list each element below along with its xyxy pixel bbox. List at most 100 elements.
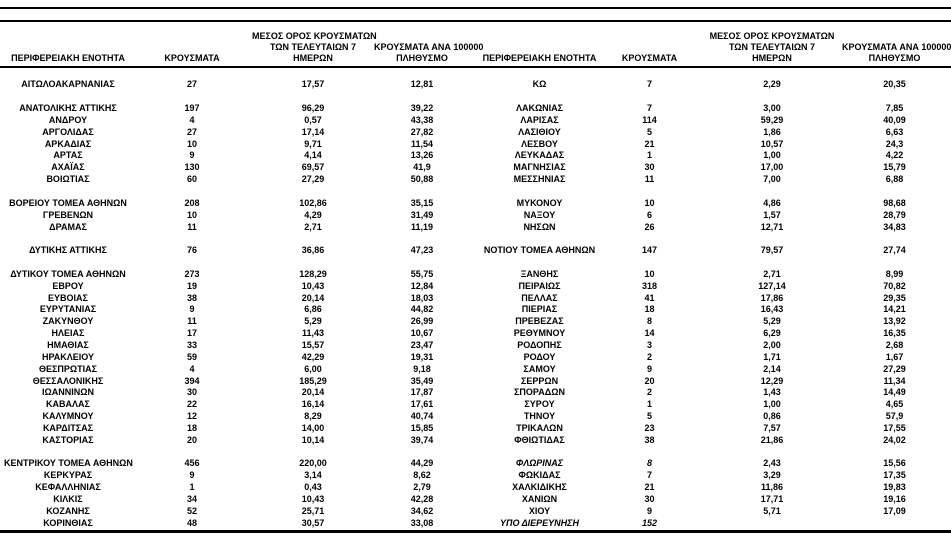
region-name: ΚΑΒΑΛΑΣ bbox=[46, 399, 90, 410]
avg7-value: 7,57 bbox=[763, 422, 781, 433]
cases-value: 17 bbox=[186, 328, 197, 339]
region-name: ΔΡΑΜΑΣ bbox=[49, 221, 87, 232]
cases-value: 3 bbox=[646, 339, 652, 350]
per100k-value: 40,09 bbox=[883, 114, 906, 125]
table-row: ΘΕΣΠΡΩΤΙΑΣ 4 6,00 9,18 bbox=[4, 363, 470, 375]
avg7-value: 127,14 bbox=[758, 280, 786, 291]
per100k-value: 50,88 bbox=[410, 174, 434, 185]
per100k-value: 39,22 bbox=[410, 103, 434, 114]
table-row: ΛΕΥΚΑΔΑΣ 1 1,00 4,22 bbox=[482, 150, 947, 162]
avg7-value: 0,43 bbox=[304, 482, 322, 493]
region-name: ΥΠΟ ΔΙΕΡΕΥΝΗΣΗ bbox=[500, 517, 579, 528]
avg7-value: 4,14 bbox=[304, 150, 322, 161]
column-header-per100k: ΚΡΟΥΣΜΑΤΑ ΑΝΑ 100000 ΠΛΗΘΥΣΜΟ bbox=[842, 42, 951, 64]
column-header-avg7-line3: ΗΜΕΡΩΝ bbox=[293, 53, 333, 63]
table-row: ΠΕΙΡΑΙΩΣ 318 127,14 70,82 bbox=[482, 280, 947, 292]
column-header-region-label: ΠΕΡΙΦΕΡΕΙΑΚΗ ΕΝΟΤΗΤΑ bbox=[482, 53, 597, 63]
per100k-value: 13,92 bbox=[883, 316, 906, 327]
cases-value: 5 bbox=[646, 411, 652, 422]
column-header-region-label: ΠΕΡΙΦΕΡΕΙΑΚΗ ΕΝΟΤΗΤΑ bbox=[11, 53, 125, 63]
avg7-value: 20,14 bbox=[301, 387, 325, 398]
per100k-value: 4,65 bbox=[885, 399, 904, 410]
table-row: ΔΡΑΜΑΣ 11 2,71 11,19 bbox=[4, 221, 470, 233]
table-header-left: ΠΕΡΙΦΕΡΕΙΑΚΗ ΕΝΟΤΗΤΑ ΚΡΟΥΣΜΑΤΑ ΜΕΣΟΣ ΟΡΟ… bbox=[4, 22, 484, 64]
table-row: ΣΕΡΡΩΝ 20 12,29 11,34 bbox=[482, 375, 947, 387]
column-header-avg7-line1: ΜΕΣΟΣ ΟΡΟΣ ΚΡΟΥΣΜΑΤΩΝ bbox=[709, 31, 835, 41]
region-name: ΜΕΣΣΗΝΙΑΣ bbox=[513, 174, 566, 185]
cases-value: 2 bbox=[646, 351, 652, 362]
table-header-right: ΠΕΡΙΦΕΡΕΙΑΚΗ ΕΝΟΤΗΤΑ ΚΡΟΥΣΜΑΤΑ ΜΕΣΟΣ ΟΡΟ… bbox=[482, 22, 951, 64]
table-row: ΦΛΩΡΙΝΑΣ 8 2,43 15,56 bbox=[482, 458, 947, 470]
avg7-value: 1,71 bbox=[763, 351, 781, 362]
avg7-value: 14,00 bbox=[301, 422, 325, 433]
column-header-avg7-line1: ΜΕΣΟΣ ΟΡΟΣ ΚΡΟΥΣΜΑΤΩΝ bbox=[252, 31, 377, 41]
cases-value: 23 bbox=[644, 422, 655, 433]
table-row: ΛΕΣΒΟΥ 21 10,57 24,3 bbox=[482, 138, 947, 150]
column-header-region: ΠΕΡΙΦΕΡΕΙΑΚΗ ΕΝΟΤΗΤΑ bbox=[4, 53, 132, 64]
per100k-value: 19,31 bbox=[410, 351, 434, 362]
region-name: ΡΕΘΥΜΝΟΥ bbox=[513, 328, 566, 339]
table-row: ΕΥΒΟΙΑΣ 38 20,14 18,03 bbox=[4, 292, 470, 304]
table-row: ΜΑΓΝΗΣΙΑΣ 30 17,00 15,79 bbox=[482, 162, 947, 174]
region-name: ΚΕΦΑΛΛΗΝΙΑΣ bbox=[35, 482, 101, 493]
region-name: ΦΩΚΙΔΑΣ bbox=[518, 470, 561, 481]
per100k-value: 35,15 bbox=[410, 197, 434, 208]
region-name: ΣΑΜΟΥ bbox=[523, 363, 556, 374]
avg7-value: 5,29 bbox=[304, 316, 322, 327]
region-name: ΕΒΡΟΥ bbox=[52, 280, 84, 291]
table-row: ΚΕΦΑΛΛΗΝΙΑΣ 1 0,43 2,79 bbox=[4, 482, 470, 494]
cases-value: 9 bbox=[646, 505, 652, 516]
avg7-value: 15,57 bbox=[301, 339, 325, 350]
per100k-value: 44,29 bbox=[410, 458, 434, 469]
avg7-value: 1,00 bbox=[763, 399, 781, 410]
per100k-value: 20,35 bbox=[883, 79, 906, 90]
cases-value: 18 bbox=[644, 304, 655, 315]
avg7-value: 59,29 bbox=[760, 114, 784, 125]
region-name: ΚΟΖΑΝΗΣ bbox=[46, 505, 90, 516]
column-header-per100k-line1: ΚΡΟΥΣΜΑΤΑ ΑΝΑ 100000 bbox=[374, 42, 484, 52]
per100k-value: 14,49 bbox=[883, 387, 906, 398]
table-row: ΚΑΒΑΛΑΣ 22 16,14 17,61 bbox=[4, 399, 470, 411]
region-name: ΚΑΡΔΙΤΣΑΣ bbox=[42, 422, 94, 433]
table-row bbox=[482, 446, 947, 458]
table-row: ΣΥΡΟΥ 1 1,00 4,65 bbox=[482, 399, 947, 411]
cases-value: 41 bbox=[644, 292, 655, 303]
region-name: ΑΧΑΪΑΣ bbox=[51, 162, 85, 173]
cases-value: 22 bbox=[186, 399, 197, 410]
per100k-value: 27,82 bbox=[410, 126, 434, 137]
avg7-value: 17,57 bbox=[301, 79, 325, 90]
table-row: ΛΑΣΙΘΙΟΥ 5 1,86 6,63 bbox=[482, 126, 947, 138]
region-name: ΦΘΙΩΤΙΔΑΣ bbox=[514, 434, 565, 445]
per100k-value: 24,02 bbox=[883, 434, 906, 445]
table-right-half: ΚΩ 7 2,29 20,35 ΛΑΚΩΝΙΑΣ 7 3,00 7,85 ΛΑΡΙΣΑΣ 114 5… bbox=[482, 79, 947, 529]
table-left-half: ΑΙΤΩΛΟΑΚΑΡΝΑΝΙΑΣ 27 17,57 12,81 ΑΝΑΤΟΛΙΚΗΣ Α… bbox=[4, 79, 470, 529]
region-name: ΡΟΔΟΠΗΣ bbox=[517, 339, 562, 350]
cases-value: 7 bbox=[646, 470, 652, 481]
avg7-value: 42,29 bbox=[301, 351, 325, 362]
per100k-value: 43,38 bbox=[410, 114, 434, 125]
table-row: ΚΑΡΔΙΤΣΑΣ 18 14,00 15,85 bbox=[4, 422, 470, 434]
avg7-value: 12,29 bbox=[760, 375, 784, 386]
per100k-value: 28,79 bbox=[883, 209, 906, 220]
table-row: ΔΥΤΙΚΟΥ ΤΟΜΕΑ ΑΘΗΝΩΝ 273 128,29 55,75 bbox=[4, 269, 470, 281]
region-name: ΑΝΑΤΟΛΙΚΗΣ ΑΤΤΙΚΗΣ bbox=[19, 103, 117, 114]
table-row: ΚΙΛΚΙΣ 34 10,43 42,28 bbox=[4, 494, 470, 506]
per100k-value: 17,87 bbox=[410, 387, 434, 398]
per100k-value: 17,55 bbox=[883, 422, 906, 433]
table-row: ΑΝΔΡΟΥ 4 0,57 43,38 bbox=[4, 115, 470, 127]
region-name: ΑΡΤΑΣ bbox=[53, 150, 83, 161]
cases-value: 30 bbox=[186, 387, 197, 398]
table-row: ΕΥΡΥΤΑΝΙΑΣ 9 6,86 44,82 bbox=[4, 304, 470, 316]
table-row: ΧΑΛΚΙΔΙΚΗΣ 21 11,86 19,83 bbox=[482, 482, 947, 494]
per100k-value: 98,68 bbox=[883, 197, 906, 208]
avg7-value: 1,57 bbox=[763, 209, 781, 220]
cases-value: 20 bbox=[186, 434, 197, 445]
avg7-value: 10,57 bbox=[760, 138, 784, 149]
region-name: ΠΡΕΒΕΖΑΣ bbox=[515, 316, 564, 327]
table-row: ΡΟΔΟΥ 2 1,71 1,67 bbox=[482, 351, 947, 363]
table-row: ΤΗΝΟΥ 5 0,86 57,9 bbox=[482, 411, 947, 423]
per100k-value: 70,82 bbox=[883, 280, 906, 291]
cases-value: 18 bbox=[186, 422, 197, 433]
region-name: ΚΕΡΚΥΡΑΣ bbox=[43, 470, 93, 481]
avg7-value: 17,00 bbox=[760, 162, 784, 173]
